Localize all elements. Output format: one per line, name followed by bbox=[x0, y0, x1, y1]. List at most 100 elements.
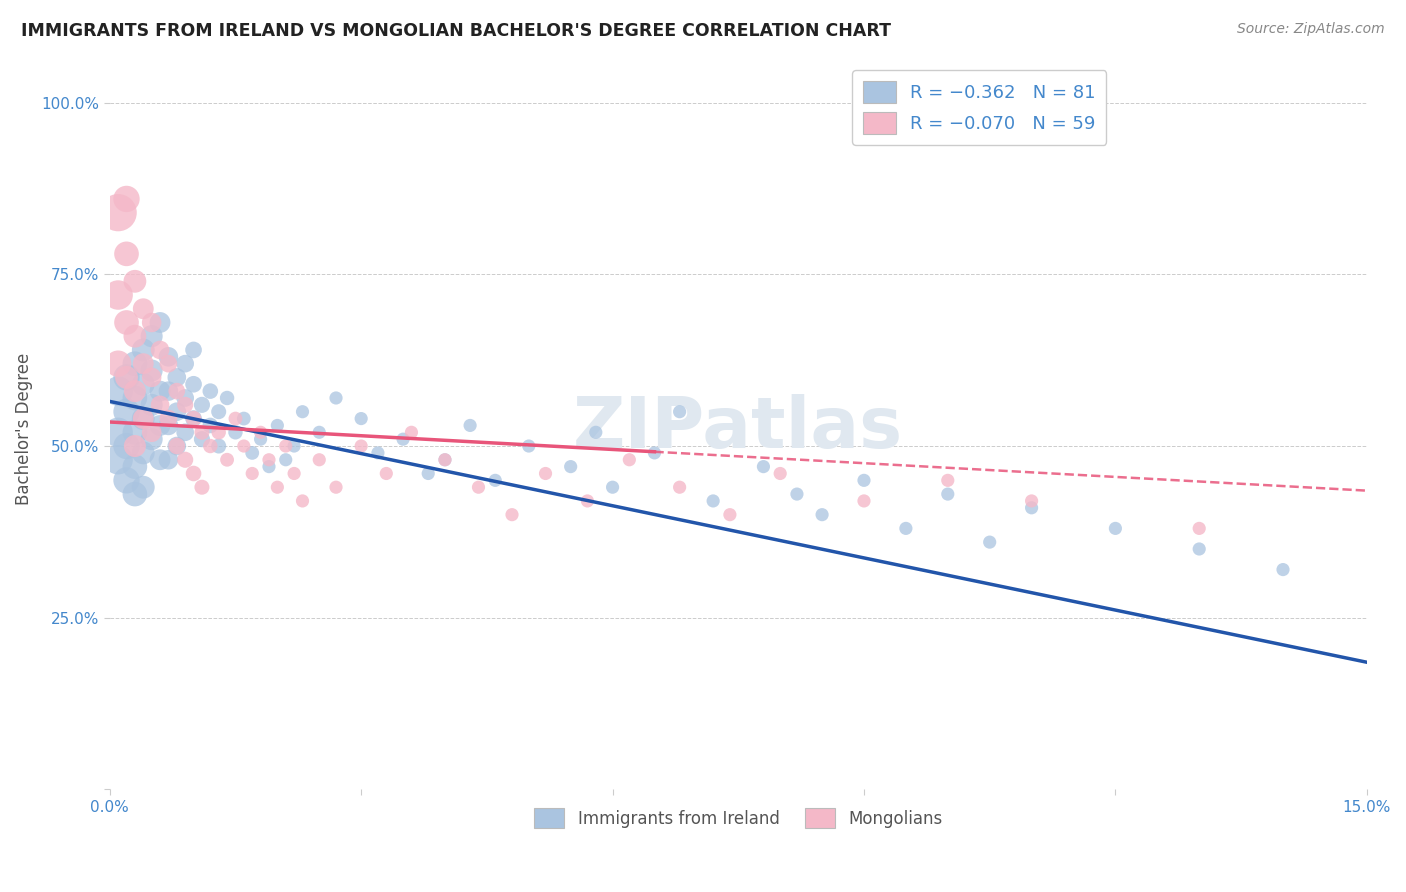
Point bbox=[283, 439, 305, 453]
Point bbox=[183, 411, 205, 425]
Point bbox=[124, 425, 146, 440]
Point bbox=[149, 418, 172, 433]
Point bbox=[208, 405, 231, 419]
Point bbox=[166, 370, 188, 384]
Point bbox=[283, 467, 305, 481]
Point bbox=[166, 384, 188, 398]
Point bbox=[240, 467, 263, 481]
Point bbox=[174, 425, 197, 440]
Point bbox=[308, 425, 330, 440]
Point bbox=[560, 459, 582, 474]
Point bbox=[325, 480, 347, 494]
Point bbox=[853, 474, 876, 488]
Point bbox=[166, 439, 188, 453]
Point bbox=[602, 480, 624, 494]
Point bbox=[1272, 563, 1295, 577]
Point bbox=[141, 329, 163, 343]
Point bbox=[1188, 541, 1211, 556]
Point bbox=[183, 377, 205, 392]
Point bbox=[224, 411, 246, 425]
Point bbox=[668, 405, 690, 419]
Point bbox=[936, 474, 959, 488]
Point bbox=[375, 467, 398, 481]
Point bbox=[141, 316, 163, 330]
Point bbox=[174, 357, 197, 371]
Point bbox=[325, 391, 347, 405]
Point bbox=[149, 384, 172, 398]
Point bbox=[232, 439, 254, 453]
Point bbox=[274, 452, 297, 467]
Point bbox=[266, 480, 288, 494]
Point bbox=[141, 363, 163, 377]
Point bbox=[132, 377, 155, 392]
Point bbox=[157, 452, 180, 467]
Point bbox=[107, 425, 129, 440]
Point bbox=[418, 467, 440, 481]
Point bbox=[517, 439, 540, 453]
Point bbox=[350, 439, 373, 453]
Text: ZIPatlas: ZIPatlas bbox=[574, 394, 903, 463]
Point bbox=[132, 343, 155, 357]
Point bbox=[183, 467, 205, 481]
Point bbox=[1188, 521, 1211, 535]
Point bbox=[501, 508, 523, 522]
Point bbox=[702, 494, 724, 508]
Point bbox=[124, 391, 146, 405]
Point bbox=[191, 480, 214, 494]
Point bbox=[643, 446, 665, 460]
Point bbox=[979, 535, 1001, 549]
Point bbox=[115, 474, 138, 488]
Point bbox=[191, 432, 214, 446]
Point bbox=[141, 432, 163, 446]
Point bbox=[1104, 521, 1126, 535]
Point bbox=[124, 357, 146, 371]
Point bbox=[157, 357, 180, 371]
Point bbox=[141, 425, 163, 440]
Point bbox=[132, 446, 155, 460]
Point bbox=[149, 398, 172, 412]
Point bbox=[183, 343, 205, 357]
Point bbox=[585, 425, 607, 440]
Point bbox=[200, 418, 222, 433]
Point bbox=[392, 432, 415, 446]
Point bbox=[157, 418, 180, 433]
Point bbox=[157, 384, 180, 398]
Text: Source: ZipAtlas.com: Source: ZipAtlas.com bbox=[1237, 22, 1385, 37]
Point bbox=[115, 247, 138, 261]
Point bbox=[132, 480, 155, 494]
Point bbox=[433, 452, 456, 467]
Point bbox=[107, 452, 129, 467]
Point bbox=[157, 350, 180, 364]
Point bbox=[132, 357, 155, 371]
Point bbox=[619, 452, 641, 467]
Point bbox=[786, 487, 808, 501]
Point bbox=[266, 418, 288, 433]
Point bbox=[124, 384, 146, 398]
Point bbox=[141, 370, 163, 384]
Y-axis label: Bachelor's Degree: Bachelor's Degree bbox=[15, 352, 32, 505]
Point bbox=[769, 467, 792, 481]
Point bbox=[240, 446, 263, 460]
Point bbox=[141, 398, 163, 412]
Point bbox=[257, 459, 280, 474]
Point bbox=[217, 391, 239, 405]
Point bbox=[350, 411, 373, 425]
Point bbox=[249, 432, 271, 446]
Point bbox=[132, 411, 155, 425]
Point bbox=[291, 494, 314, 508]
Point bbox=[433, 452, 456, 467]
Point bbox=[308, 452, 330, 467]
Point bbox=[149, 316, 172, 330]
Point bbox=[1021, 494, 1043, 508]
Point bbox=[534, 467, 557, 481]
Point bbox=[107, 288, 129, 302]
Point bbox=[115, 192, 138, 206]
Point bbox=[149, 452, 172, 467]
Point bbox=[115, 439, 138, 453]
Point bbox=[124, 487, 146, 501]
Point bbox=[115, 405, 138, 419]
Point bbox=[200, 439, 222, 453]
Point bbox=[811, 508, 834, 522]
Point bbox=[208, 425, 231, 440]
Point bbox=[224, 425, 246, 440]
